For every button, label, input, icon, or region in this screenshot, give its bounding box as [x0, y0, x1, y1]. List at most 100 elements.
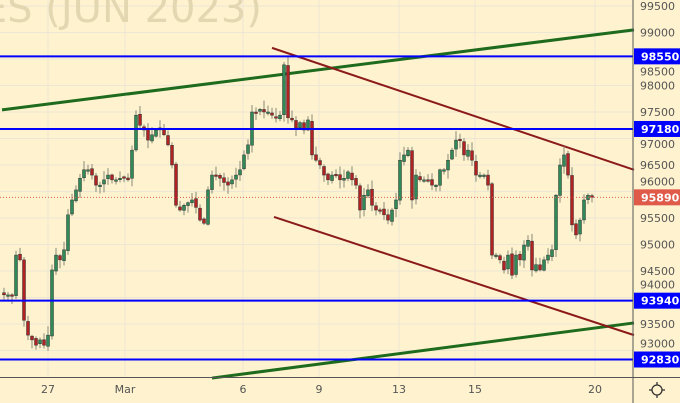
candle-down [518, 253, 522, 261]
candle-up [206, 189, 210, 225]
candle-down [202, 218, 206, 224]
trendline-green [211, 321, 635, 380]
candle-up [482, 174, 486, 177]
level-price-badge [634, 351, 680, 368]
grid [0, 0, 633, 377]
candle-up [394, 199, 398, 209]
trendline-green [1, 28, 635, 112]
candle-down [214, 174, 218, 177]
y-tick-label: 93500 [640, 318, 675, 331]
candle-up [246, 144, 250, 154]
x-tick-label: 9 [316, 383, 323, 396]
candle-up [582, 199, 586, 221]
candle-down [570, 175, 574, 226]
channel-line-red [273, 215, 635, 337]
candle-up [6, 294, 10, 297]
x-tick-label: 6 [240, 383, 247, 396]
candle-up [406, 149, 410, 156]
candle-up [330, 174, 334, 181]
candle-up [550, 249, 554, 257]
candle-down [338, 174, 342, 181]
candle-up [50, 269, 54, 337]
candle-down [138, 113, 142, 126]
candle-down [126, 177, 130, 181]
candle-down [502, 260, 506, 271]
candle-down [358, 185, 362, 211]
candle-up [366, 189, 370, 197]
candle-up [150, 134, 154, 142]
candle-down [58, 255, 62, 261]
y-tick-label: 97500 [640, 106, 675, 119]
candle-down [90, 168, 94, 176]
candle-down [262, 109, 266, 113]
candle-down [110, 174, 114, 181]
candle-down [410, 150, 414, 201]
candle-up [438, 169, 442, 186]
x-tick-label: 13 [392, 383, 406, 396]
candle-up [306, 119, 310, 131]
level-price-label: 93940 [641, 295, 680, 308]
candle-up [398, 159, 402, 201]
candle-down [10, 294, 14, 297]
y-tick-label: 96500 [640, 159, 675, 172]
y-tick-label: 99000 [640, 27, 675, 40]
candle-down [286, 65, 290, 119]
candle-down [194, 198, 198, 208]
candle-up [442, 169, 446, 172]
candle-down [354, 178, 358, 186]
candle-up [578, 219, 582, 235]
candle-up [114, 179, 118, 182]
last-price-badge [634, 189, 680, 206]
candle-up [466, 149, 470, 157]
candle-down [378, 209, 382, 212]
candle-up [554, 194, 558, 250]
candle-down [294, 120, 298, 129]
candle-up [390, 209, 394, 222]
y-tick-label: 98500 [640, 65, 675, 78]
candle-down [218, 175, 222, 179]
candle-down [94, 175, 98, 186]
candle-up [14, 254, 18, 296]
candle-up [526, 240, 530, 247]
candle-down [290, 117, 294, 121]
y-tick-label: 93000 [640, 338, 675, 351]
x-tick-label: 15 [468, 383, 482, 396]
price-axis[interactable]: 99500 99000 98500 98000 97500 97000 96500 96000… [640, 0, 675, 351]
candle-up [46, 334, 50, 347]
time-axis[interactable]: 27 Mar 6 9 13 15 20 [41, 383, 602, 396]
candle-up [234, 174, 238, 180]
candle-down [314, 154, 318, 161]
candle-down [430, 179, 434, 186]
candle-down [34, 338, 38, 346]
candle-up [78, 178, 82, 192]
channel-line-red [271, 46, 635, 171]
candle-up [230, 179, 234, 185]
candle-down [350, 172, 354, 181]
candle-up [182, 205, 186, 211]
candle-up [478, 174, 482, 177]
candle-up [446, 159, 450, 171]
candle-up [546, 254, 550, 261]
candle-down [30, 335, 34, 341]
x-tick-label: 20 [588, 383, 602, 396]
candle-up [542, 259, 546, 271]
gear-icon[interactable] [649, 382, 665, 398]
y-tick-label: 95500 [640, 212, 675, 225]
candle-up [118, 178, 122, 180]
candle-up [298, 122, 302, 128]
candle-up [422, 179, 426, 182]
candle-up [98, 184, 102, 187]
candle-up [258, 109, 262, 112]
candle-down [178, 206, 182, 211]
candle-up [346, 171, 350, 179]
candle-down [322, 166, 326, 176]
candle-down [174, 163, 178, 206]
candle-up [86, 169, 90, 172]
candle-down [386, 214, 390, 221]
candle-up [130, 149, 134, 179]
candle-up [282, 64, 286, 115]
candle-down [334, 174, 338, 177]
candle-up [186, 202, 190, 206]
candle-down [566, 153, 570, 176]
